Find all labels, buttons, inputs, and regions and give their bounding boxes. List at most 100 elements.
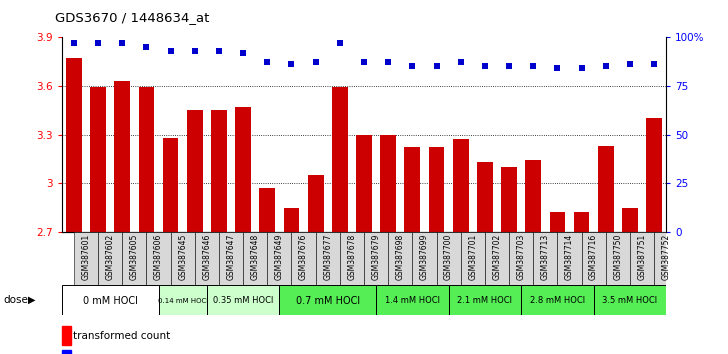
Point bbox=[285, 62, 297, 67]
Bar bbox=[259, 188, 275, 354]
Bar bbox=[187, 110, 202, 354]
Text: GSM387699: GSM387699 bbox=[420, 234, 429, 280]
Bar bbox=[461, 232, 485, 285]
Text: GDS3670 / 1448634_at: GDS3670 / 1448634_at bbox=[55, 11, 209, 24]
Point bbox=[334, 40, 346, 46]
Bar bbox=[138, 87, 154, 354]
Text: GSM387713: GSM387713 bbox=[541, 234, 550, 280]
Text: GSM387701: GSM387701 bbox=[468, 234, 478, 280]
Bar bbox=[376, 285, 448, 315]
Text: GSM387647: GSM387647 bbox=[226, 234, 236, 280]
Text: 2.8 mM HOCl: 2.8 mM HOCl bbox=[530, 296, 585, 305]
Bar bbox=[219, 232, 243, 285]
Bar bbox=[122, 232, 146, 285]
Bar bbox=[159, 285, 207, 315]
Text: GSM387702: GSM387702 bbox=[492, 234, 502, 280]
Point bbox=[624, 62, 636, 67]
Point bbox=[527, 64, 539, 69]
Text: 0 mM HOCl: 0 mM HOCl bbox=[83, 296, 138, 306]
Text: GSM387698: GSM387698 bbox=[396, 234, 405, 280]
Text: GSM387678: GSM387678 bbox=[347, 234, 357, 280]
Point bbox=[165, 48, 176, 53]
Text: GSM387601: GSM387601 bbox=[82, 234, 90, 280]
Point bbox=[552, 65, 563, 71]
Text: GSM387676: GSM387676 bbox=[299, 234, 308, 280]
Bar bbox=[533, 232, 558, 285]
Point bbox=[431, 64, 443, 69]
Bar bbox=[598, 146, 614, 354]
Bar bbox=[654, 232, 678, 285]
Point bbox=[600, 64, 612, 69]
Bar bbox=[316, 232, 340, 285]
Bar bbox=[90, 87, 106, 354]
Bar bbox=[509, 232, 533, 285]
Text: GSM387751: GSM387751 bbox=[638, 234, 646, 280]
Point bbox=[213, 48, 225, 53]
Point bbox=[382, 59, 394, 65]
Bar bbox=[211, 110, 227, 354]
Bar bbox=[235, 107, 251, 354]
Bar bbox=[521, 285, 593, 315]
Bar bbox=[558, 232, 582, 285]
Point bbox=[455, 59, 467, 65]
Bar bbox=[437, 232, 461, 285]
Bar bbox=[114, 81, 130, 354]
Bar bbox=[388, 232, 412, 285]
Bar bbox=[429, 148, 444, 354]
Text: GSM387677: GSM387677 bbox=[323, 234, 332, 280]
Text: GSM387700: GSM387700 bbox=[444, 234, 453, 280]
Text: 2.1 mM HOCl: 2.1 mM HOCl bbox=[457, 296, 513, 305]
Point bbox=[310, 59, 322, 65]
Bar bbox=[267, 232, 291, 285]
Point bbox=[92, 40, 104, 46]
Bar bbox=[356, 135, 372, 354]
Text: GSM387605: GSM387605 bbox=[130, 234, 139, 280]
Text: GSM387645: GSM387645 bbox=[178, 234, 187, 280]
Point bbox=[237, 50, 249, 56]
Bar bbox=[630, 232, 654, 285]
Bar bbox=[593, 285, 666, 315]
Text: transformed count: transformed count bbox=[73, 331, 170, 341]
Point bbox=[68, 40, 80, 46]
Bar bbox=[453, 139, 469, 354]
Bar bbox=[170, 232, 195, 285]
Bar bbox=[412, 232, 437, 285]
Bar bbox=[74, 232, 98, 285]
Bar bbox=[574, 212, 590, 354]
Bar bbox=[526, 160, 541, 354]
Text: 0.14 mM HOCl: 0.14 mM HOCl bbox=[157, 298, 208, 304]
Point bbox=[406, 64, 418, 69]
Text: dose: dose bbox=[4, 295, 28, 305]
Bar bbox=[207, 285, 280, 315]
Bar bbox=[340, 232, 364, 285]
Text: GSM387646: GSM387646 bbox=[202, 234, 211, 280]
Text: GSM387649: GSM387649 bbox=[275, 234, 284, 280]
Point bbox=[116, 40, 128, 46]
Bar bbox=[163, 138, 178, 354]
Text: GSM387703: GSM387703 bbox=[517, 234, 526, 280]
Text: GSM387716: GSM387716 bbox=[589, 234, 598, 280]
Point bbox=[261, 59, 273, 65]
Bar bbox=[280, 285, 376, 315]
Point bbox=[576, 65, 587, 71]
Bar bbox=[195, 232, 219, 285]
Text: GSM387679: GSM387679 bbox=[371, 234, 381, 280]
Bar bbox=[284, 207, 299, 354]
Point bbox=[141, 44, 152, 50]
Bar bbox=[582, 232, 606, 285]
Bar bbox=[62, 285, 159, 315]
Text: GSM387752: GSM387752 bbox=[662, 234, 670, 280]
Bar bbox=[308, 175, 323, 354]
Text: ▶: ▶ bbox=[28, 295, 35, 305]
Bar bbox=[243, 232, 267, 285]
Bar bbox=[146, 232, 170, 285]
Point bbox=[503, 64, 515, 69]
Bar bbox=[380, 135, 396, 354]
Bar bbox=[405, 148, 420, 354]
Text: 0.7 mM HOCl: 0.7 mM HOCl bbox=[296, 296, 360, 306]
Point bbox=[358, 59, 370, 65]
Bar bbox=[622, 207, 638, 354]
Bar bbox=[66, 58, 82, 354]
Bar bbox=[332, 87, 348, 354]
Bar bbox=[606, 232, 630, 285]
